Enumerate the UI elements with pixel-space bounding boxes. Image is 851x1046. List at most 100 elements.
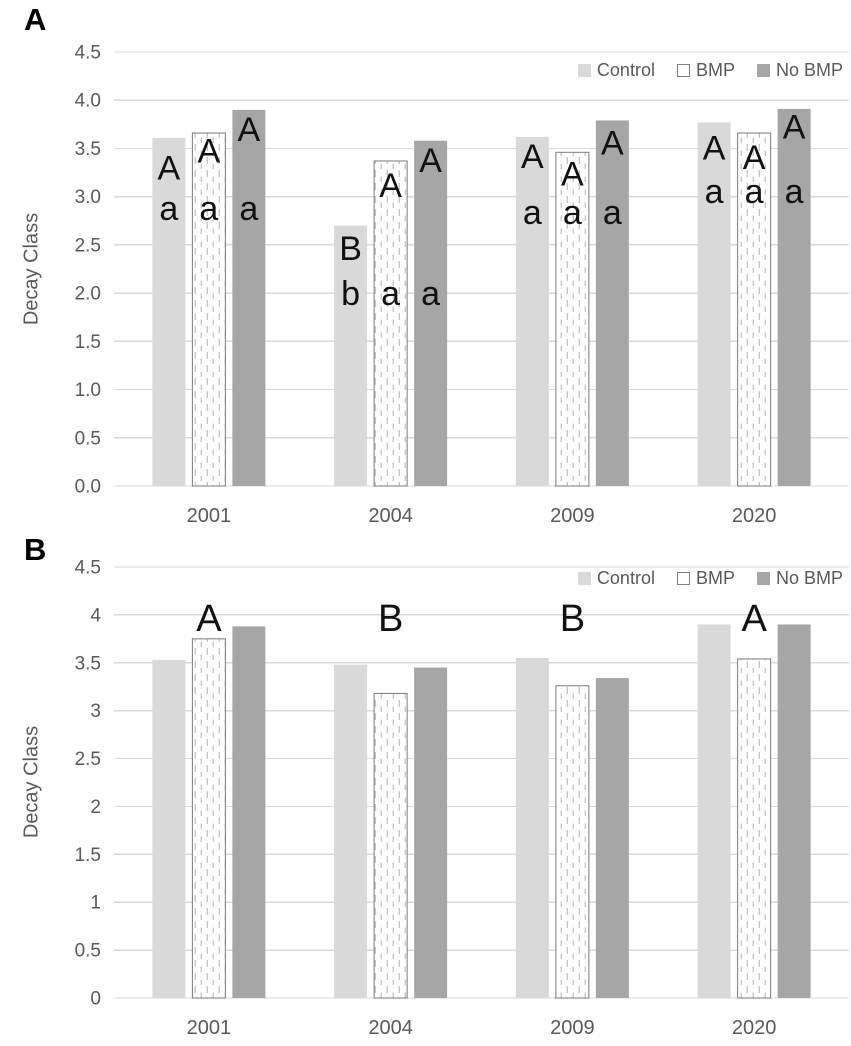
significance-letter: a bbox=[159, 190, 178, 228]
y-tick-label: 0 bbox=[90, 989, 101, 1010]
y-tick-label: 1.5 bbox=[75, 332, 101, 353]
x-category-label: 2001 bbox=[187, 505, 232, 527]
legend-item-bmp: BMP bbox=[676, 60, 735, 81]
bar-control-2004 bbox=[334, 225, 368, 486]
bar-bmp-2001 bbox=[191, 132, 226, 487]
bar-control-2009 bbox=[515, 136, 549, 487]
bar-bmp-2020 bbox=[737, 658, 772, 999]
x-category-label: 2020 bbox=[732, 1017, 777, 1039]
y-tick-label: 1 bbox=[90, 893, 101, 914]
y-tick-label: 0.0 bbox=[75, 477, 101, 498]
panel-b-chart: 0 0.5 1 1.5 2 2.5 3 3.5 4 4.5 2001 2004 2009 2020 A B B A bbox=[75, 558, 849, 1039]
y-tick-label: 3.0 bbox=[75, 187, 101, 208]
legend-item-bmp: BMP bbox=[676, 568, 735, 589]
significance-letter: A bbox=[196, 598, 222, 640]
x-category-label: 2009 bbox=[550, 505, 595, 527]
bar-no-bmp-2004 bbox=[414, 140, 448, 486]
significance-letter: A bbox=[521, 138, 544, 176]
legend-a: Control BMP No BMP bbox=[577, 60, 843, 81]
significance-letter: a bbox=[421, 275, 440, 313]
bar-bmp-2009 bbox=[555, 685, 590, 999]
bar-bmp-2020 bbox=[737, 132, 772, 487]
significance-letter: a bbox=[523, 194, 542, 232]
legend-label-bmp: BMP bbox=[695, 568, 735, 588]
control-swatch-icon bbox=[577, 572, 591, 585]
significance-letter: A bbox=[601, 125, 624, 163]
significance-letter: A bbox=[198, 132, 221, 170]
x-category-label: 2009 bbox=[550, 1017, 595, 1039]
no-bmp-swatch-icon bbox=[756, 572, 770, 585]
significance-letter: A bbox=[703, 129, 726, 167]
bmp-swatch-icon bbox=[676, 64, 690, 77]
bar-control-2004 bbox=[334, 664, 368, 998]
bar-bmp-2009 bbox=[555, 151, 590, 487]
y-tick-label: 4.5 bbox=[75, 558, 101, 579]
panel-b: 0 0.5 1 1.5 2 2.5 3 3.5 4 4.5 2001 2004 2009 2020 A B B A… bbox=[0, 530, 851, 1046]
x-category-label: 2004 bbox=[368, 1017, 413, 1039]
bar-control-2001 bbox=[152, 659, 186, 998]
bar-bmp-2004 bbox=[373, 692, 408, 999]
legend-item-control: Control bbox=[577, 568, 655, 589]
y-tick-label: 3.5 bbox=[75, 653, 101, 674]
significance-letter: a bbox=[239, 190, 258, 228]
significance-letter: A bbox=[158, 150, 181, 188]
significance-letter: A bbox=[238, 111, 261, 149]
significance-letter: a bbox=[381, 275, 400, 313]
significance-letter: A bbox=[419, 142, 442, 180]
bar-control-2020 bbox=[697, 624, 731, 998]
y-tick-label: 2.5 bbox=[75, 749, 101, 770]
significance-letter: B bbox=[339, 230, 362, 268]
bar-control-2009 bbox=[515, 657, 549, 998]
y-tick-label: 4 bbox=[90, 605, 101, 626]
significance-letter: A bbox=[379, 167, 402, 205]
bar-no-bmp-2001 bbox=[232, 626, 266, 998]
legend-item-no-bmp: No BMP bbox=[756, 60, 843, 81]
legend-label-no-bmp: No BMP bbox=[775, 60, 843, 80]
bar-bmp-2004 bbox=[373, 160, 408, 487]
y-tick-label: 1.0 bbox=[75, 380, 101, 401]
bar-no-bmp-2020 bbox=[777, 108, 811, 486]
panel-b-letter: B bbox=[24, 532, 47, 567]
bar-control-2020 bbox=[697, 122, 731, 486]
y-tick-label: 1.5 bbox=[75, 845, 101, 866]
significance-letter: a bbox=[745, 173, 764, 211]
panel-a-chart: 0.0 0.5 1.0 1.5 2.0 2.5 3.0 3.5 4.0 4.5 2001 2004 20… bbox=[75, 43, 849, 527]
significance-letter: a bbox=[563, 194, 582, 232]
legend-label-no-bmp: No BMP bbox=[775, 568, 843, 588]
no-bmp-swatch-icon bbox=[756, 64, 770, 77]
significance-letter: B bbox=[378, 598, 403, 640]
y-tick-label: 4.5 bbox=[75, 43, 101, 64]
significance-letter: A bbox=[783, 108, 806, 146]
bar-no-bmp-2020 bbox=[777, 624, 811, 998]
y-tick-label: 0.5 bbox=[75, 941, 101, 962]
significance-letter: a bbox=[603, 194, 622, 232]
y-axis-title-b: Decay Class bbox=[20, 725, 43, 839]
bar-no-bmp-2001 bbox=[232, 109, 266, 486]
bmp-swatch-icon bbox=[676, 572, 690, 585]
legend-item-no-bmp: No BMP bbox=[756, 568, 843, 589]
bar-control-2001 bbox=[152, 137, 186, 486]
bar-no-bmp-2009 bbox=[595, 678, 629, 998]
legend-label-control: Control bbox=[596, 568, 655, 588]
legend-label-bmp: BMP bbox=[695, 60, 735, 80]
y-axis-title-a: Decay Class bbox=[20, 212, 43, 326]
significance-letter: a bbox=[785, 173, 804, 211]
significance-letter: A bbox=[741, 598, 767, 640]
y-tick-label: 4.0 bbox=[75, 91, 101, 112]
bar-bmp-2001 bbox=[191, 638, 226, 999]
y-tick-label: 3 bbox=[90, 701, 101, 722]
significance-letter: A bbox=[561, 156, 584, 194]
panel-a-letter: A bbox=[24, 2, 47, 37]
bar-no-bmp-2009 bbox=[595, 120, 629, 486]
x-category-label: 2020 bbox=[732, 505, 777, 527]
x-category-label: 2004 bbox=[368, 505, 413, 527]
legend-label-control: Control bbox=[596, 60, 655, 80]
control-swatch-icon bbox=[577, 64, 591, 77]
y-tick-label: 0.5 bbox=[75, 428, 101, 449]
legend-item-control: Control bbox=[577, 60, 655, 81]
y-tick-label: 3.5 bbox=[75, 139, 101, 160]
y-tick-label: 2 bbox=[90, 797, 101, 818]
significance-letter: B bbox=[560, 598, 585, 640]
significance-letter: A bbox=[743, 139, 766, 177]
